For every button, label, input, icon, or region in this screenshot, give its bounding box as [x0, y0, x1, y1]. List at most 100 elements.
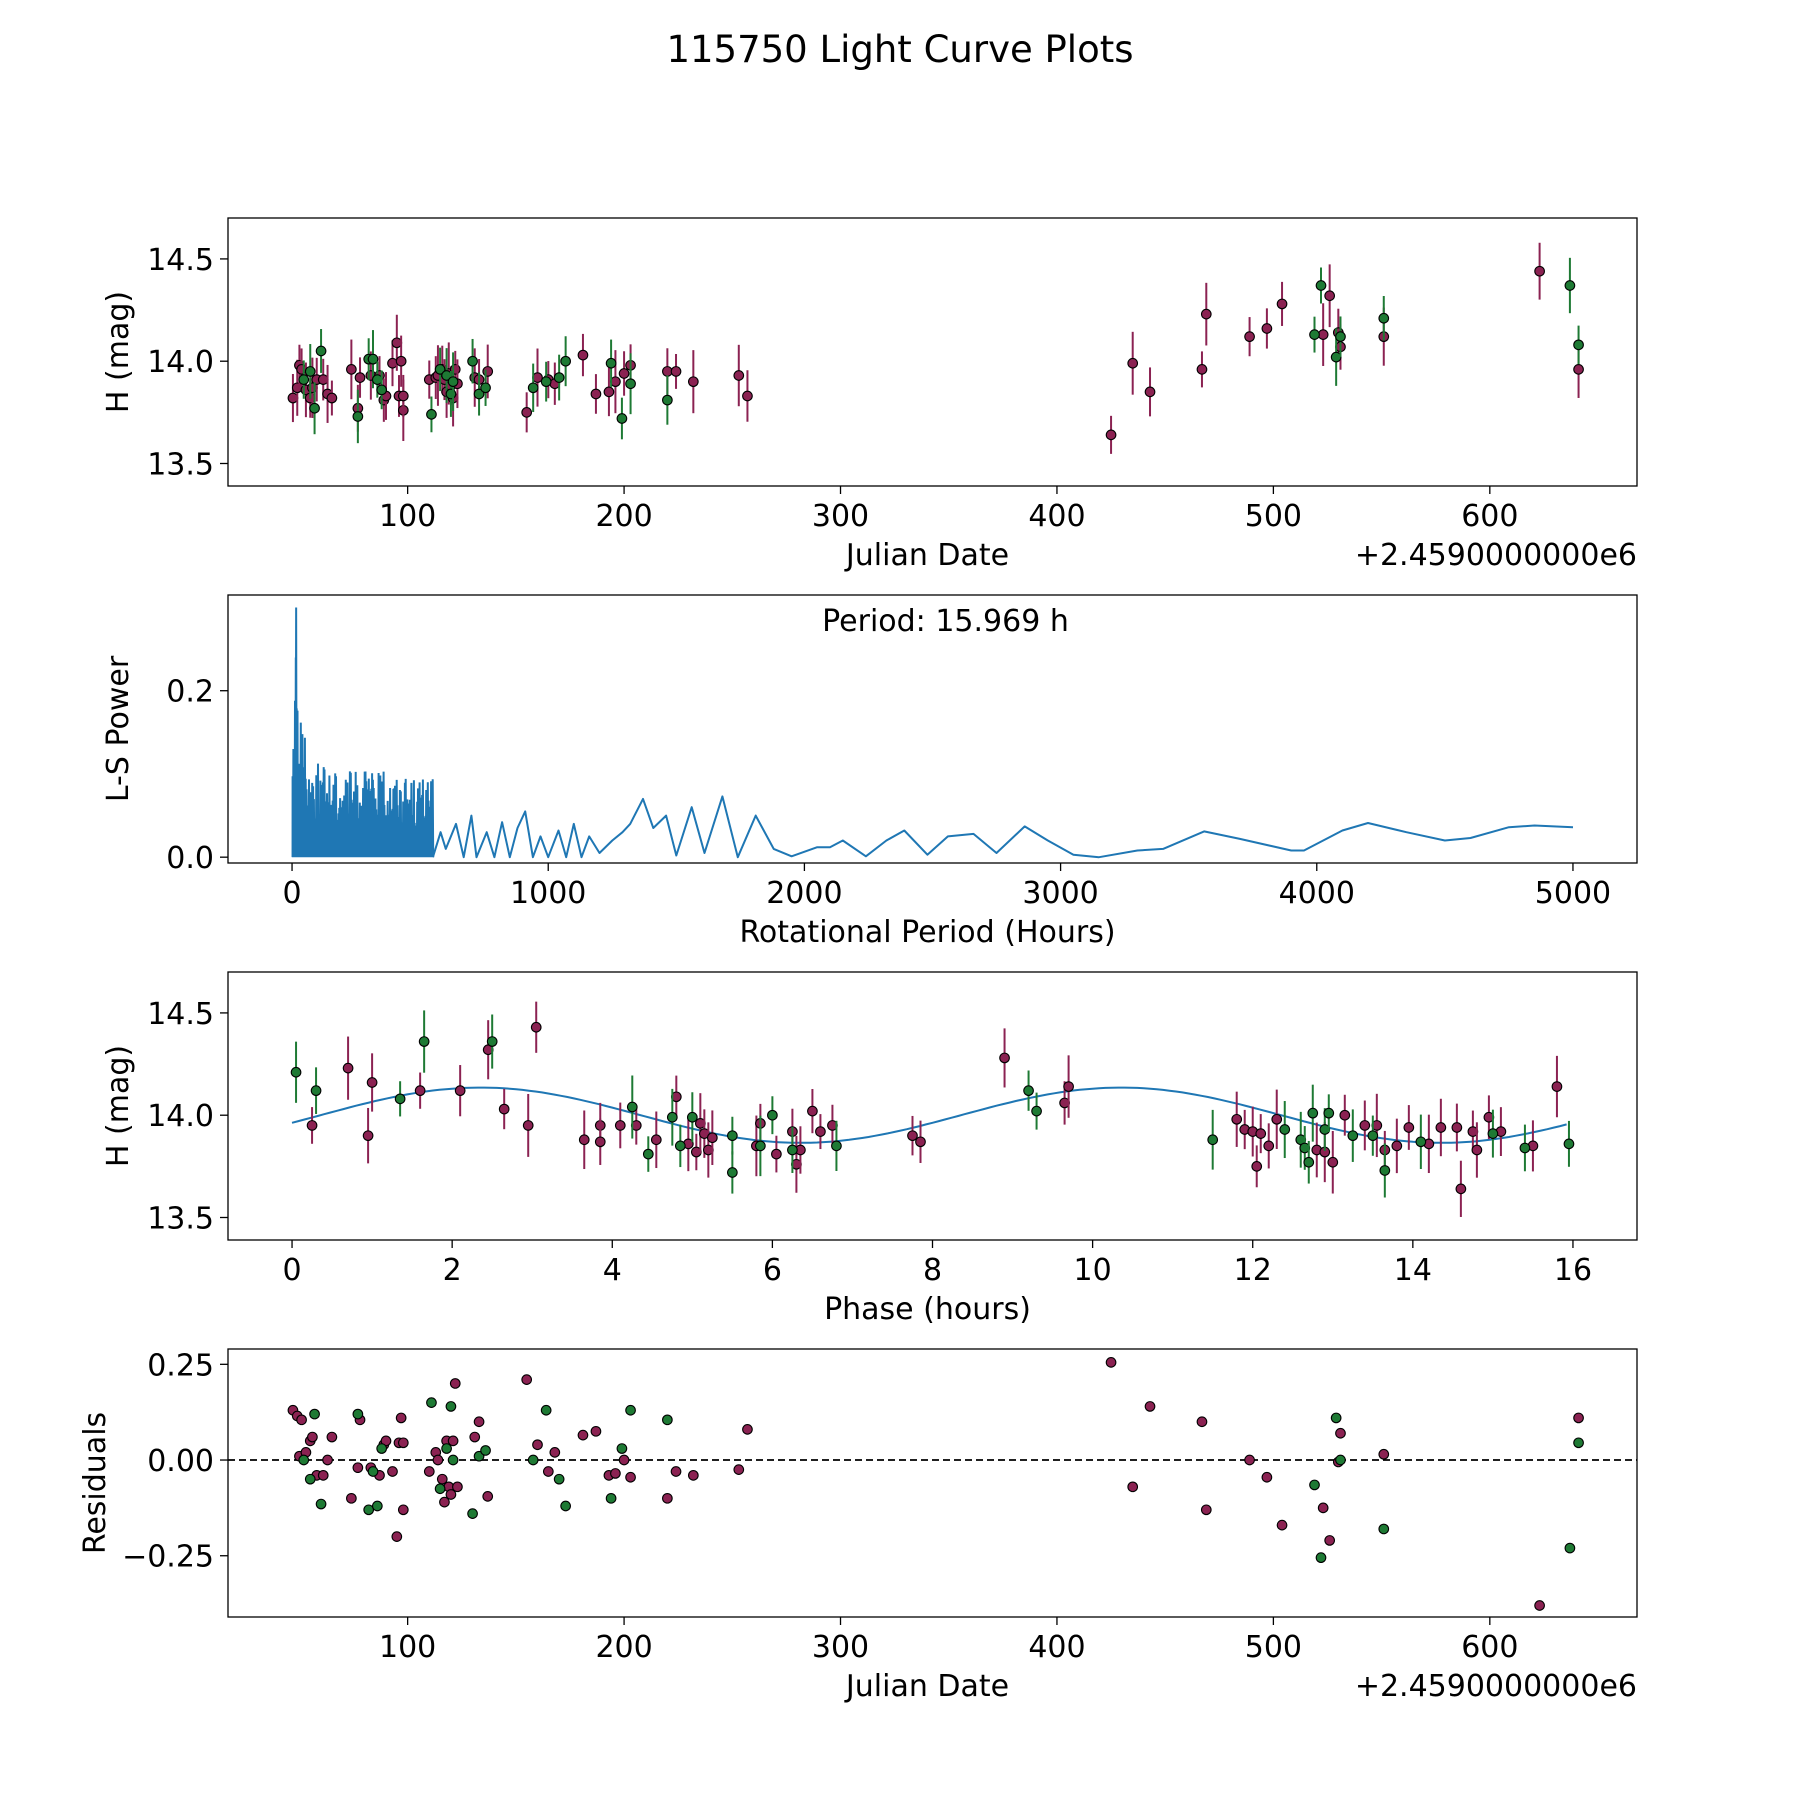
data-point: [354, 372, 366, 383]
period-annotation: Period: 15.969 h: [822, 604, 1069, 639]
data-point: [394, 1093, 406, 1105]
data-point: [1564, 280, 1576, 291]
data-point: [1335, 1454, 1346, 1466]
data-point: [625, 1404, 636, 1416]
data-point: [999, 1052, 1010, 1064]
y-tick-label: 14.5: [147, 997, 214, 1032]
data-point: [1276, 1519, 1288, 1531]
data-point: [767, 1109, 778, 1121]
data-point: [1309, 1479, 1320, 1491]
data-point: [310, 1085, 322, 1097]
data-point: [1403, 1122, 1415, 1133]
data-point: [594, 1136, 606, 1148]
data-point: [787, 1144, 798, 1156]
data-point: [616, 1443, 628, 1454]
data-point: [626, 1101, 638, 1113]
data-point: [1573, 1437, 1584, 1449]
data-point: [1255, 1128, 1267, 1139]
plot-frame: [227, 971, 1638, 1241]
y-axis-label: Residuals: [78, 1412, 113, 1554]
data-point: [473, 1416, 485, 1428]
data-point: [1324, 290, 1336, 302]
data-point: [1367, 1130, 1379, 1142]
data-point: [367, 1466, 379, 1477]
data-point: [1105, 1357, 1117, 1368]
plot-frame: [227, 594, 1638, 864]
series-band-A: [287, 242, 1584, 454]
axes-lc: 100 200 300 400 500 600 13.5 14.0 14.5 Julian Dat…: [101, 217, 1638, 573]
data-point: [1323, 1107, 1335, 1119]
series-band-B: [298, 257, 1584, 444]
data-point: [1200, 308, 1212, 320]
data-point: [486, 1036, 498, 1047]
x-tick-label: 200: [595, 1630, 652, 1665]
data-point: [432, 1454, 444, 1466]
x-tick-label: 200: [595, 499, 652, 534]
data-point: [1196, 364, 1208, 375]
data-point: [670, 366, 682, 377]
x-tick-label: 500: [1245, 499, 1302, 534]
data-point: [815, 1126, 826, 1137]
data-point: [540, 376, 552, 388]
data-point: [1307, 1107, 1319, 1119]
data-point: [367, 353, 379, 365]
series-band-B: [298, 1397, 1584, 1564]
data-point: [1279, 1124, 1291, 1135]
data-point: [1309, 329, 1320, 340]
x-tick-label: 300: [812, 1630, 869, 1665]
x-tick-label: 8: [923, 1253, 942, 1288]
x-axis-label: Julian Date: [844, 1669, 1009, 1704]
data-point: [1519, 1142, 1531, 1154]
periodogram-spikes: [291, 607, 435, 858]
data-point: [1573, 1412, 1584, 1424]
data-point: [1023, 1085, 1034, 1097]
data-point: [352, 1408, 364, 1420]
data-point: [603, 386, 615, 398]
data-point: [1231, 1113, 1243, 1125]
data-point: [445, 1401, 457, 1412]
data-point: [414, 1085, 426, 1097]
data-point: [439, 1496, 450, 1508]
series-band-B: [290, 1010, 1575, 1198]
data-point: [454, 1085, 466, 1097]
data-point: [662, 394, 673, 406]
data-point: [1415, 1136, 1427, 1148]
data-point: [418, 1036, 430, 1047]
data-point: [614, 1120, 626, 1131]
data-point: [521, 407, 533, 418]
data-point: [342, 1062, 354, 1074]
data-point: [498, 1103, 510, 1115]
data-point: [1244, 331, 1255, 343]
data-point: [376, 384, 388, 396]
data-point: [447, 1435, 459, 1447]
data-point: [371, 1500, 383, 1512]
y-tick-label: −0.25: [122, 1540, 214, 1575]
plot-frame: [227, 217, 1638, 487]
data-point: [434, 364, 446, 375]
data-point: [309, 402, 320, 414]
y-axis-label: H (mag): [101, 291, 136, 413]
data-point: [447, 376, 459, 388]
data-point: [296, 1414, 307, 1426]
x-tick-label: 300: [812, 499, 869, 534]
y-tick-label: 0.0: [166, 841, 214, 876]
data-point: [445, 1489, 457, 1500]
x-tick-label: 1000: [510, 876, 586, 911]
data-point: [298, 374, 310, 385]
data-point: [618, 1454, 630, 1466]
y-tick-label: 0.2: [166, 675, 214, 710]
data-point: [618, 368, 630, 379]
data-point: [1263, 1140, 1275, 1152]
x-tick-label: 5000: [1535, 876, 1611, 911]
data-point: [1378, 1523, 1390, 1535]
data-point: [553, 1473, 565, 1485]
data-point: [1347, 1130, 1359, 1142]
y-tick-label: 0.25: [147, 1348, 214, 1383]
data-point: [733, 1464, 745, 1475]
x-tick-label: 16: [1554, 1253, 1592, 1288]
y-axis-label: L-S Power: [101, 655, 136, 802]
series-band-A: [287, 1357, 1584, 1611]
data-point: [1244, 1454, 1255, 1466]
data-point: [1271, 1113, 1283, 1125]
data-point: [1534, 265, 1545, 277]
